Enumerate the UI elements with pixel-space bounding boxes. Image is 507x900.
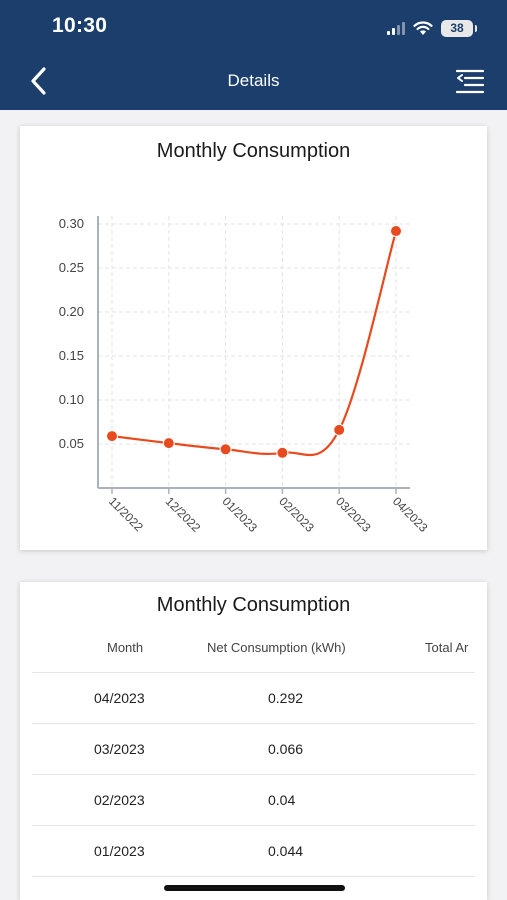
- x-tick-label: 04/2023: [390, 494, 431, 535]
- table-row[interactable]: 01/2023 0.044: [32, 825, 475, 877]
- series-line: [111, 230, 398, 457]
- table-row[interactable]: 03/2023 0.066: [32, 723, 475, 775]
- data-point: [219, 443, 232, 456]
- data-point: [333, 423, 346, 436]
- column-header-total: Total Ar: [425, 640, 469, 655]
- cell-net-consumption: 0.04: [268, 792, 296, 808]
- wifi-icon: [413, 20, 433, 35]
- back-button[interactable]: [24, 64, 54, 98]
- page-title: Details: [227, 71, 280, 90]
- battery-indicator: 38: [441, 19, 477, 37]
- y-tick-label: 0.20: [59, 304, 84, 319]
- home-indicator: [164, 885, 345, 891]
- x-tick-label: 01/2023: [219, 494, 260, 535]
- cellular-signal-icon: [387, 21, 405, 35]
- y-tick-label: 0.30: [59, 216, 84, 231]
- table-title: Monthly Consumption: [156, 594, 351, 616]
- data-point: [162, 437, 175, 450]
- y-tick-label: 0.05: [59, 436, 84, 451]
- x-tick-label: 12/2022: [163, 494, 204, 535]
- x-tick-label: 03/2023: [333, 494, 374, 535]
- data-point: [390, 225, 402, 238]
- menu-icon: [455, 69, 485, 94]
- column-header-month: Month: [107, 640, 144, 655]
- table-header: Month Net Consumption (kWh) Total Ar: [20, 638, 487, 672]
- cell-month: 02/2023: [94, 792, 145, 808]
- status-time: 10:30: [52, 14, 108, 37]
- table-card: Monthly Consumption Month Net Consumptio…: [20, 582, 487, 900]
- consumption-line-chart: 0.30 0.25 0.20 0.15 0.10 0.05 11/2022 12/2022 01…: [59, 216, 431, 535]
- chart-card: Monthly Consumption 0.30 0.25 0.20 0.15 0.10…: [20, 126, 487, 550]
- cell-net-consumption: 0.044: [268, 843, 304, 859]
- chart-title: Monthly Consumption: [156, 140, 351, 162]
- data-point: [106, 430, 118, 443]
- y-tick-label: 0.15: [59, 348, 84, 363]
- chevron-left-icon: [31, 67, 46, 95]
- table-row[interactable]: 02/2023 0.04: [32, 774, 475, 826]
- x-tick-label: 11/2022: [106, 494, 146, 534]
- cell-month: 04/2023: [94, 690, 145, 706]
- column-header-net-consumption: Net Consumption (kWh): [207, 640, 346, 655]
- x-tick-label: 02/2023: [276, 494, 317, 535]
- y-tick-label: 0.25: [59, 260, 84, 275]
- menu-button[interactable]: [453, 66, 487, 96]
- app-header: 10:30 38 Details: [0, 0, 507, 110]
- cell-month: 03/2023: [94, 741, 145, 757]
- table-row[interactable]: 04/2023 0.292: [32, 672, 475, 724]
- cell-net-consumption: 0.066: [268, 741, 304, 757]
- status-icons: 38: [387, 18, 477, 38]
- data-point: [276, 446, 289, 459]
- y-tick-label: 0.10: [59, 392, 84, 407]
- cell-month: 01/2023: [94, 843, 145, 859]
- table-row[interactable]: [32, 876, 475, 900]
- cell-net-consumption: 0.292: [268, 690, 304, 706]
